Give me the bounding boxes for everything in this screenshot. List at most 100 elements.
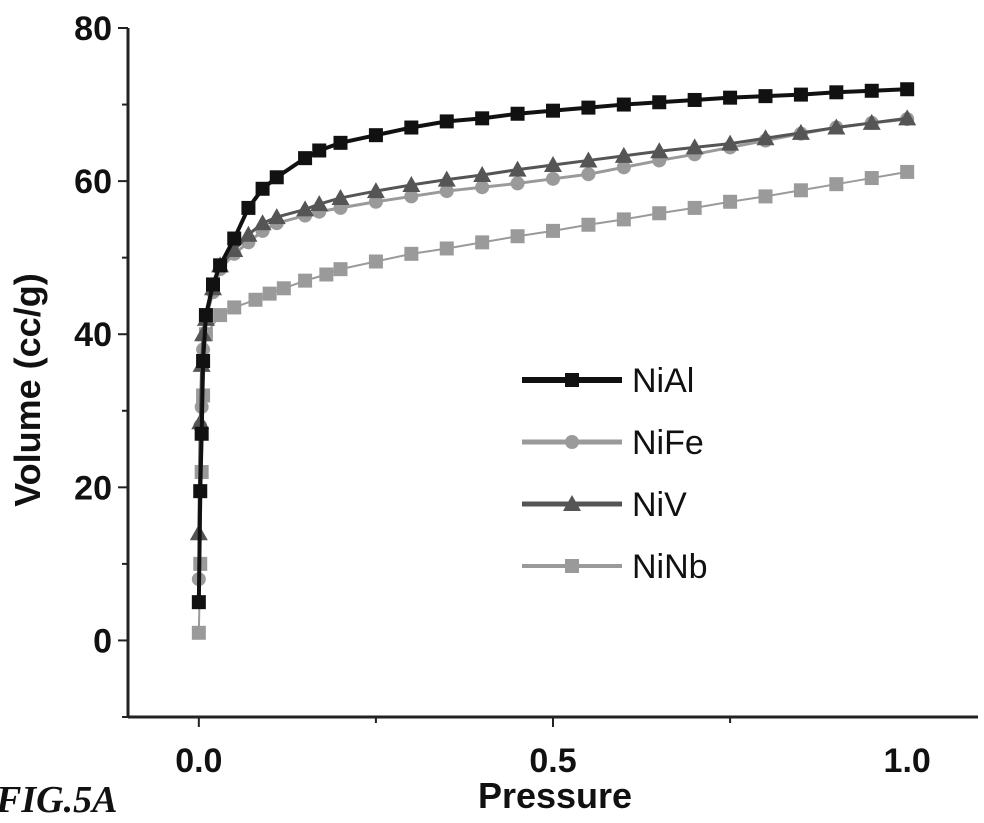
data-point: [864, 83, 879, 98]
series-ninb: [191, 164, 915, 640]
data-point: [510, 229, 525, 244]
data-point: [758, 89, 773, 104]
data-point: [510, 176, 525, 191]
data-point: [829, 85, 844, 100]
y-tick-label: 20: [74, 469, 112, 507]
data-point: [827, 118, 846, 135]
data-point: [579, 151, 598, 168]
data-point: [439, 114, 454, 129]
legend: NiAl NiFe NiV NiNb: [522, 362, 708, 586]
data-point: [793, 87, 808, 102]
data-point: [213, 308, 228, 323]
data-point: [581, 167, 596, 182]
data-point: [616, 212, 631, 227]
data-point: [191, 625, 206, 640]
data-point: [239, 225, 258, 242]
data-point: [191, 595, 206, 610]
figure-label: FIG.5A: [0, 779, 117, 818]
data-point: [276, 281, 291, 296]
data-point: [319, 267, 334, 282]
series-nife: [191, 112, 915, 587]
data-point: [900, 164, 915, 179]
data-point: [333, 262, 348, 277]
x-tick-label: 0.5: [529, 742, 576, 780]
data-point: [206, 277, 220, 292]
series-layer: [189, 82, 917, 640]
data-point: [898, 109, 917, 126]
data-point: [196, 354, 211, 369]
data-point: [241, 200, 256, 215]
data-point: [475, 111, 490, 126]
data-point: [685, 138, 704, 155]
data-point: [312, 143, 327, 158]
legend-marker: [565, 373, 579, 387]
legend-marker: [565, 435, 579, 449]
legend-label: NiV: [632, 486, 687, 524]
data-point: [267, 208, 286, 225]
data-point: [616, 160, 631, 175]
data-point: [404, 120, 419, 135]
data-point: [213, 258, 228, 273]
data-point: [262, 286, 277, 301]
data-point: [862, 113, 881, 130]
data-point: [829, 177, 844, 192]
legend-item-nial: NiAl: [522, 362, 694, 400]
axes: 0 20 40 60 80 0.0 0.5 1.0: [74, 10, 978, 780]
legend-marker: [565, 559, 579, 573]
data-point: [253, 214, 272, 231]
y-tick-label: 60: [74, 163, 112, 201]
data-point: [510, 106, 525, 121]
legend-label: NiFe: [632, 424, 704, 462]
y-axis-title: Volume (cc/g): [7, 273, 48, 506]
data-point: [616, 97, 631, 112]
data-point: [723, 194, 738, 209]
legend-item-nife: NiFe: [522, 424, 704, 462]
data-point: [758, 189, 773, 204]
data-point: [402, 175, 421, 192]
data-point: [546, 103, 560, 118]
data-point: [333, 135, 348, 150]
legend-label: NiNb: [632, 548, 708, 586]
data-point: [366, 182, 385, 199]
data-point: [546, 171, 560, 186]
data-point: [404, 189, 419, 204]
data-point: [368, 128, 383, 143]
data-point: [227, 300, 242, 315]
data-point: [368, 194, 383, 209]
data-point: [198, 308, 213, 323]
data-point: [581, 217, 596, 232]
data-point: [544, 156, 562, 173]
legend-label: NiAl: [632, 362, 694, 400]
data-point: [193, 484, 208, 499]
data-point: [225, 241, 244, 258]
data-point: [298, 273, 313, 288]
legend-item-ninb: NiNb: [522, 548, 708, 586]
series-line: [197, 170, 908, 633]
data-point: [404, 246, 419, 261]
data-point: [723, 90, 738, 105]
y-tick-label: 80: [74, 10, 112, 48]
legend-item-niv: NiV: [522, 486, 687, 524]
data-point: [439, 184, 454, 199]
y-tick-label: 0: [93, 622, 112, 660]
series-nial: [191, 82, 915, 610]
data-point: [721, 134, 740, 151]
data-point: [331, 188, 350, 205]
data-point: [194, 426, 209, 441]
data-point: [439, 241, 454, 256]
x-tick-label: 0.0: [175, 742, 222, 780]
data-point: [687, 200, 702, 215]
data-point: [581, 100, 596, 115]
data-point: [793, 183, 808, 198]
data-point: [546, 223, 560, 238]
data-point: [475, 180, 490, 195]
data-point: [864, 171, 879, 186]
data-point: [473, 165, 492, 182]
data-point: [227, 231, 242, 246]
y-tick-label: 40: [74, 316, 112, 354]
data-point: [652, 206, 667, 221]
data-point: [791, 123, 810, 140]
data-point: [368, 254, 383, 269]
data-point: [650, 142, 669, 159]
